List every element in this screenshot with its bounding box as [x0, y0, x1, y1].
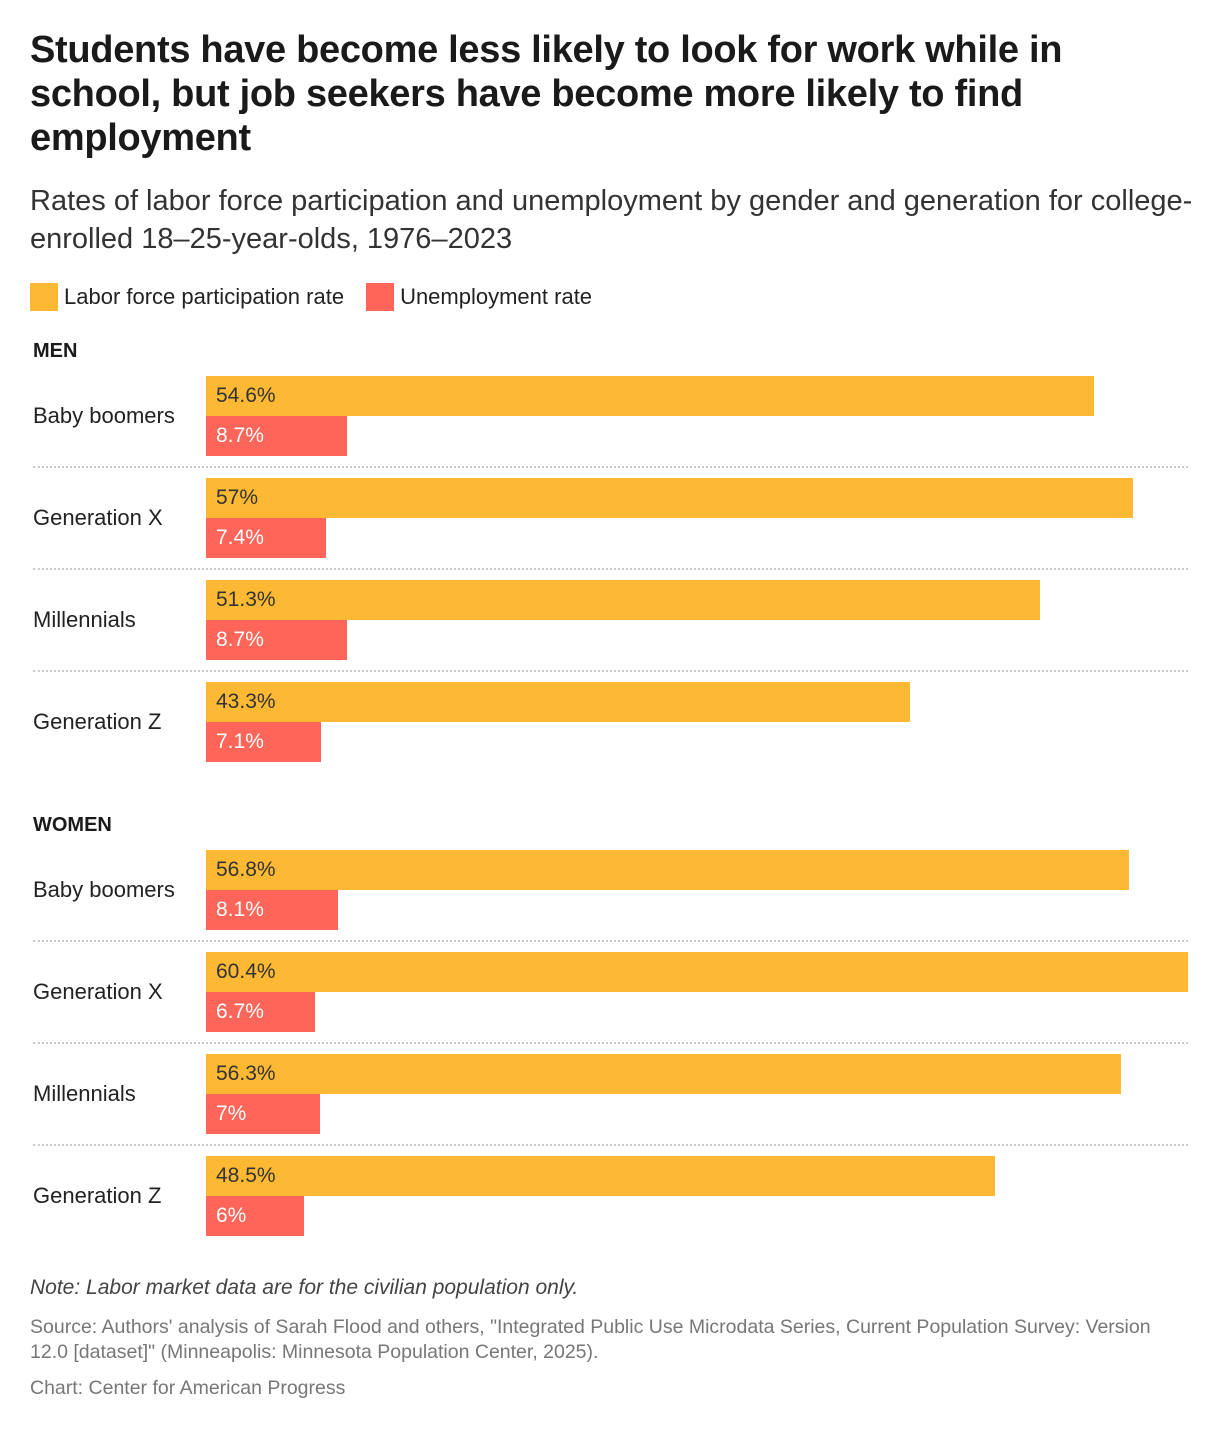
bar-row: Baby boomers 54.6% 8.7%: [30, 376, 1188, 478]
bar-unemployment: 7.1%: [206, 722, 322, 762]
bar-unemployment: 8.7%: [206, 416, 348, 456]
chart-title: Students have become less likely to look…: [30, 29, 1063, 159]
section-heading: MEN: [33, 340, 78, 362]
chart-subtitle: Rates of labor force participation and u…: [30, 185, 1193, 255]
bar-participation: 51.3%: [206, 580, 1041, 620]
legend-swatch-participation: [30, 283, 58, 311]
category-label: Generation Z: [33, 709, 162, 734]
category-label: Generation Z: [33, 1183, 162, 1208]
bar-row: Generation Z 48.5% 6%: [30, 1156, 1188, 1258]
section-heading: WOMEN: [33, 814, 112, 836]
bar-participation: 43.3%: [206, 682, 910, 722]
data-label: 43.3%: [216, 690, 276, 713]
bar-participation: 54.6%: [206, 376, 1094, 416]
bar-row: Millennials 51.3% 8.7%: [30, 580, 1188, 682]
category-label: Millennials: [33, 1081, 136, 1106]
row-divider: [33, 1144, 1188, 1146]
row-divider: [33, 466, 1188, 468]
row-divider: [33, 1042, 1188, 1044]
chart-credit: Chart: Center for American Progress: [30, 1377, 346, 1399]
category-label: Millennials: [33, 607, 136, 632]
bar-participation: 60.4%: [206, 952, 1188, 992]
row-divider: [33, 940, 1188, 942]
data-label: 7.4%: [216, 526, 264, 549]
data-label: 8.7%: [216, 424, 264, 447]
data-label: 57%: [216, 486, 259, 509]
category-label: Baby boomers: [33, 877, 175, 902]
legend-label: Unemployment rate: [400, 284, 593, 309]
chart-source: Source: Authors' analysis of Sarah Flood…: [30, 1316, 1151, 1363]
row-divider: [33, 670, 1188, 672]
data-label: 8.7%: [216, 628, 264, 651]
bar-unemployment: 8.7%: [206, 620, 348, 660]
bar-row: Generation X 57% 7.4%: [30, 478, 1188, 580]
data-label: 7%: [216, 1102, 247, 1125]
bar-participation: 56.8%: [206, 850, 1130, 890]
row-divider: [33, 568, 1188, 570]
chart-note: Note: Labor market data are for the civi…: [30, 1276, 579, 1299]
category-label: Generation X: [33, 979, 163, 1004]
bar-row: Generation Z 43.3% 7.1%: [30, 682, 1188, 784]
legend-label: Labor force participation rate: [64, 284, 345, 309]
category-label: Generation X: [33, 505, 163, 530]
category-label: Baby boomers: [33, 403, 175, 428]
bar-participation: 56.3%: [206, 1054, 1122, 1094]
bar-row: Generation X 60.4% 6.7%: [30, 952, 1188, 1054]
bar-participation: 48.5%: [206, 1156, 995, 1196]
bar-unemployment: 6.7%: [206, 992, 315, 1032]
data-label: 6.7%: [216, 1000, 264, 1023]
data-label: 7.1%: [216, 730, 264, 753]
bar-unemployment: 8.1%: [206, 890, 338, 930]
bar-row: Millennials 56.3% 7%: [30, 1054, 1188, 1156]
bar-row: Baby boomers 56.8% 8.1%: [30, 850, 1188, 952]
bar-unemployment: 6%: [206, 1196, 304, 1236]
data-label: 56.8%: [216, 858, 276, 881]
legend-swatch-unemployment: [366, 283, 395, 311]
data-label: 8.1%: [216, 898, 264, 921]
bar-unemployment: 7%: [206, 1094, 320, 1134]
data-label: 48.5%: [216, 1164, 276, 1187]
data-label: 54.6%: [216, 384, 276, 407]
bar-unemployment: 7.4%: [206, 518, 327, 558]
data-label: 6%: [216, 1204, 247, 1227]
legend-item-participation: Labor force participation rate: [30, 283, 344, 311]
legend-item-unemployment: Unemployment rate: [366, 283, 592, 311]
data-label: 51.3%: [216, 588, 276, 611]
legend: Labor force participation rate Unemploym…: [30, 283, 614, 311]
data-label: 60.4%: [216, 960, 276, 983]
data-label: 56.3%: [216, 1062, 276, 1085]
bar-participation: 57%: [206, 478, 1133, 518]
